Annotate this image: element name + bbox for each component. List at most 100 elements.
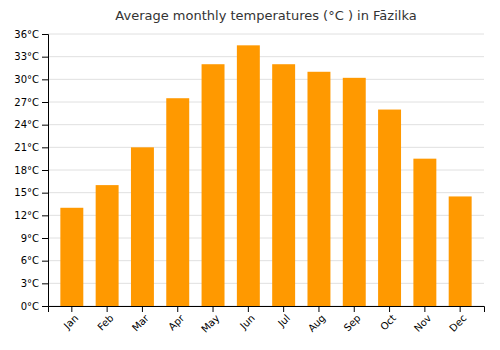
bar — [449, 196, 472, 306]
y-tick-mark — [42, 306, 48, 307]
y-tick-mark — [42, 215, 48, 216]
title: Average monthly temperatures (°C ) in Fā… — [115, 8, 416, 23]
x-tick-label: Dec — [447, 312, 468, 333]
x-tick-mark — [424, 306, 425, 312]
grid-line — [48, 124, 484, 125]
x-tick-label: May — [199, 312, 221, 334]
x-tick: May — [199, 306, 221, 335]
y-tick-label: 27°C — [14, 97, 39, 108]
y-tick-label: 3°C — [21, 278, 39, 289]
bar — [307, 72, 330, 306]
y-tick-mark — [42, 79, 48, 80]
x-tick: Apr — [166, 306, 187, 332]
y-tick-mark — [42, 283, 48, 284]
bar — [378, 110, 401, 306]
y-tick-mark — [42, 147, 48, 148]
x-tick-mark — [213, 306, 214, 312]
x-tick-mark — [460, 306, 461, 312]
y-tick: 36°C — [14, 29, 48, 40]
y-tick-label: 33°C — [14, 51, 39, 62]
x-tick: Dec — [447, 306, 468, 334]
y-tick: 21°C — [14, 142, 48, 153]
bars — [60, 45, 471, 306]
x-tick: Jan — [61, 306, 80, 332]
x-tick: Sep — [342, 306, 363, 333]
y-tick: 15°C — [14, 187, 48, 198]
y-tick-label: 15°C — [14, 187, 39, 198]
x-tick-mark — [318, 306, 319, 312]
x-tick: Aug — [306, 306, 328, 334]
y-tick-label: 21°C — [14, 142, 39, 153]
bar — [166, 98, 189, 306]
y-tick-mark — [42, 34, 48, 35]
x-tick-label: Jan — [61, 312, 80, 331]
bar — [96, 185, 119, 306]
x-axis: Jan Feb Mar Apr May Jun Jul Aug Sep Oct Nov Dec — [49, 306, 485, 335]
x-tick: Mar — [130, 306, 152, 333]
x-tick-mark — [71, 306, 72, 312]
x-tick-mark — [354, 306, 355, 312]
x-tick-label: Nov — [412, 312, 434, 334]
x-tick-label: Oct — [378, 312, 398, 332]
grid-line — [48, 102, 484, 103]
y-tick: 18°C — [14, 165, 48, 176]
x-tick: Oct — [378, 306, 398, 332]
y-tick: 3°C — [21, 278, 48, 289]
y-tick-label: 18°C — [14, 165, 39, 176]
y-tick: 27°C — [14, 97, 48, 108]
grid-line — [48, 147, 484, 148]
bar — [343, 78, 366, 306]
grid-line — [48, 79, 484, 80]
y-tick-mark — [42, 102, 48, 103]
bar — [237, 45, 260, 306]
x-tick-mark — [283, 306, 284, 312]
y-tick-label: 30°C — [14, 74, 39, 85]
y-tick: 12°C — [14, 210, 48, 221]
x-tick: Jun — [237, 306, 257, 332]
y-tick-mark — [42, 57, 48, 58]
y-tick-mark — [42, 125, 48, 126]
x-tick-label: Mar — [130, 312, 152, 334]
y-axis-line — [42, 35, 49, 307]
y-tick: 33°C — [14, 51, 48, 62]
bar — [202, 64, 225, 306]
x-tick-mark — [142, 306, 143, 312]
plot: 0°C 3°C 6°C 9°C 12°C 15°C 18°C 21°C 24°C 27°C 30°C… — [14, 29, 484, 335]
x-tick-mark — [389, 306, 390, 312]
x-tick-label: Aug — [306, 312, 328, 334]
x-tick-label: Sep — [342, 312, 363, 333]
x-tick-mark — [248, 306, 249, 312]
x-tick: Nov — [412, 306, 434, 334]
x-tick-label: Jul — [275, 312, 292, 329]
chart: 0°C 3°C 6°C 9°C 12°C 15°C 18°C 21°C 24°C 27°C 30°C… — [0, 0, 500, 350]
y-tick: 0°C — [21, 301, 48, 312]
y-tick: 6°C — [21, 255, 48, 266]
bar — [60, 208, 83, 306]
y-tick-mark — [42, 170, 48, 171]
x-tick-mark — [107, 306, 108, 312]
y-tick-label: 9°C — [21, 233, 39, 244]
x-tick: Jul — [275, 306, 292, 329]
y-tick-mark — [42, 238, 48, 239]
y-tick-label: 6°C — [21, 255, 39, 266]
grid — [48, 34, 484, 306]
y-tick: 9°C — [21, 233, 48, 244]
y-axis: 0°C 3°C 6°C 9°C 12°C 15°C 18°C 21°C 24°C 27°C 30°C… — [14, 29, 48, 312]
y-tick-mark — [42, 261, 48, 262]
y-tick-label: 12°C — [14, 210, 39, 221]
y-tick-label: 24°C — [14, 119, 39, 130]
bar — [272, 64, 295, 306]
y-tick: 24°C — [14, 119, 48, 130]
y-tick: 30°C — [14, 74, 48, 85]
bar — [413, 159, 436, 306]
x-tick-label: Jun — [237, 312, 257, 332]
x-tick: Feb — [95, 306, 115, 333]
x-tick-label: Apr — [166, 312, 187, 333]
x-axis-line — [49, 307, 485, 313]
y-tick-label: 0°C — [21, 301, 39, 312]
y-tick-mark — [42, 193, 48, 194]
x-tick-mark — [177, 306, 178, 312]
grid-line — [48, 56, 484, 57]
grid-line — [48, 34, 484, 35]
x-tick-label: Feb — [95, 312, 115, 332]
